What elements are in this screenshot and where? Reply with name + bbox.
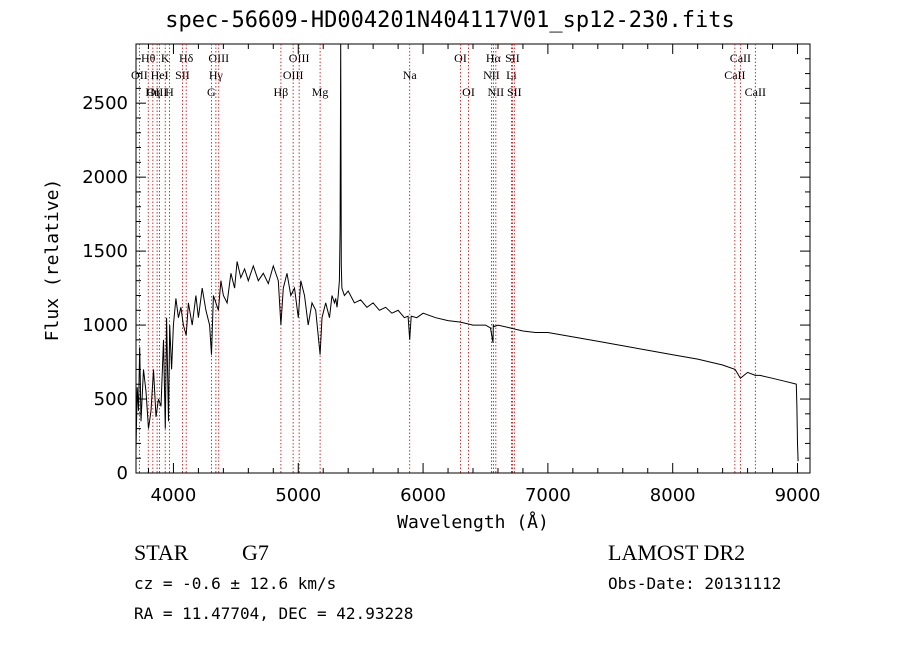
- subclass-label: G7: [242, 540, 269, 565]
- line-label-18: OIII: [147, 85, 168, 99]
- x-axis-label: Wavelength (Å): [397, 511, 549, 533]
- class-label: STAR: [134, 540, 189, 565]
- x-tick-label-3: 7000: [525, 485, 571, 506]
- line-label-8: CaII: [730, 51, 751, 65]
- line-label-6: Hα: [486, 51, 502, 65]
- line-label-7: SII: [505, 51, 520, 65]
- line-label-1: K: [161, 51, 170, 65]
- line-label-26: SII: [507, 85, 522, 99]
- line-label-14: Na: [403, 68, 418, 82]
- spectral-line-markers: [138, 44, 756, 473]
- line-label-5: OI: [454, 51, 467, 65]
- line-label-27: CaII: [745, 85, 766, 99]
- line-label-4: OIII: [289, 51, 310, 65]
- line-label-22: Hβ: [274, 85, 289, 99]
- line-label-19: Hη: [145, 85, 160, 99]
- line-label-16: Li: [506, 68, 517, 82]
- survey-label: LAMOST DR2: [608, 540, 746, 565]
- line-label-9: OII: [131, 68, 148, 82]
- chart-title: spec-56609-HD004201N404117V01_sp12-230.f…: [165, 8, 735, 33]
- obs-date-text: Obs-Date: 20131112: [608, 574, 782, 593]
- line-label-12: Hγ: [209, 68, 224, 82]
- line-label-15: NII: [483, 68, 500, 82]
- line-label-0: Hθ: [141, 51, 156, 65]
- axis-ticks: 4000 5000 6000 7000 8000 9000 0 500 1000 1500 2000…: [82, 44, 820, 506]
- line-label-2: Hδ: [179, 51, 194, 65]
- x-tick-label-0: 4000: [151, 485, 197, 506]
- y-axis-label: Flux (relative): [42, 179, 63, 342]
- y-tick-label-3: 1500: [82, 241, 128, 262]
- redshift-text: cz = -0.6 ± 12.6 km/s: [134, 574, 337, 593]
- coordinates-text: RA = 11.47704, DEC = 42.93228: [134, 604, 414, 623]
- line-label-21: G: [207, 85, 216, 99]
- y-tick-label-1: 500: [94, 389, 128, 410]
- x-tick-label-1: 5000: [275, 485, 321, 506]
- y-tick-label-4: 2000: [82, 167, 128, 188]
- y-tick-label-5: 2500: [82, 93, 128, 114]
- flux-series-line: [135, 43, 799, 462]
- y-tick-label-2: 1000: [82, 315, 128, 336]
- line-label-23: Mg: [312, 85, 329, 99]
- line-label-17: CaII: [724, 68, 745, 82]
- line-label-10: HeI: [151, 68, 169, 82]
- x-tick-label-2: 6000: [400, 485, 446, 506]
- plot-frame: [135, 43, 811, 474]
- line-label-11: SII: [175, 68, 190, 82]
- x-tick-label-4: 8000: [650, 485, 696, 506]
- line-label-20: H: [165, 85, 174, 99]
- line-label-24: OI: [462, 85, 475, 99]
- line-label-25: NII: [488, 85, 505, 99]
- line-label-3: OIII: [208, 51, 229, 65]
- line-label-13: OIII: [283, 68, 304, 82]
- y-tick-label-0: 0: [117, 463, 128, 484]
- x-tick-label-5: 9000: [775, 485, 821, 506]
